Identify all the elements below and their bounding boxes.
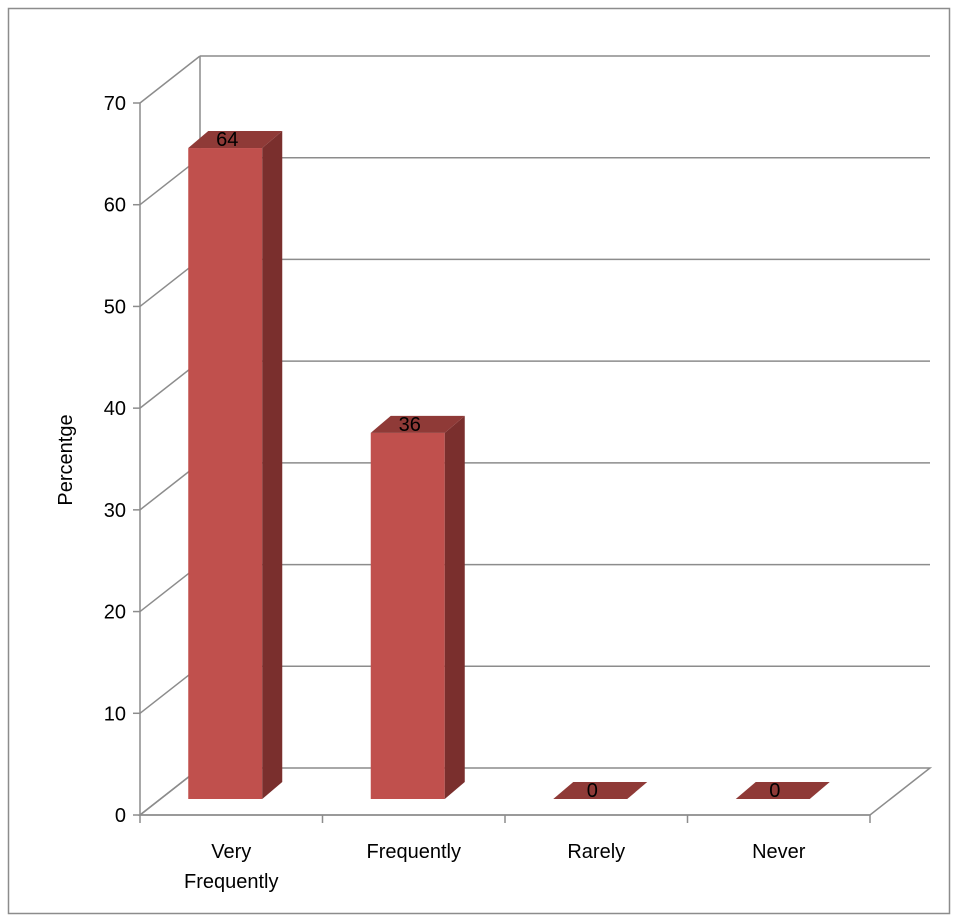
bar-front xyxy=(370,432,445,799)
bar-top xyxy=(188,131,283,149)
gridline-side xyxy=(139,55,201,104)
x-tick-labels: Very Frequently Frequently Rarely Never xyxy=(184,841,806,893)
bar-top xyxy=(370,415,465,433)
data-label: 0 xyxy=(587,780,598,802)
axes xyxy=(133,102,871,823)
y-tick-label: 40 xyxy=(104,398,126,420)
y-tick-label: 30 xyxy=(104,500,126,522)
bar-top xyxy=(553,782,648,799)
y-tick-label: 10 xyxy=(104,703,126,725)
x-tick-label: Frequently xyxy=(367,841,462,863)
chart-border xyxy=(7,7,951,915)
bar-side xyxy=(444,415,465,799)
bars xyxy=(188,131,830,799)
y-tick-label: 60 xyxy=(104,195,126,217)
bar xyxy=(188,131,283,799)
y-tick-label: 20 xyxy=(104,602,126,624)
data-labels: 64 36 0 0 xyxy=(216,129,780,802)
x-tick-label: Very xyxy=(211,841,251,863)
y-tick-label: 0 xyxy=(115,805,126,827)
x-tick-label: Rarely xyxy=(567,841,625,863)
data-label: 0 xyxy=(769,780,780,802)
data-label: 36 xyxy=(399,414,421,436)
data-label: 64 xyxy=(216,129,238,151)
y-axis-label: Percentge xyxy=(55,414,77,505)
bar-side xyxy=(262,131,283,799)
bar xyxy=(553,782,648,799)
bar xyxy=(735,782,830,799)
x-tick-label: Frequently xyxy=(184,871,279,893)
x-tick-label: Never xyxy=(752,841,806,863)
y-tick-label: 70 xyxy=(104,93,126,115)
y-tick-labels: 0 10 20 30 40 50 60 70 xyxy=(104,93,126,827)
bar xyxy=(370,415,465,799)
y-tick-label: 50 xyxy=(104,296,126,318)
bar-front xyxy=(188,148,263,799)
bar-top xyxy=(735,782,830,799)
